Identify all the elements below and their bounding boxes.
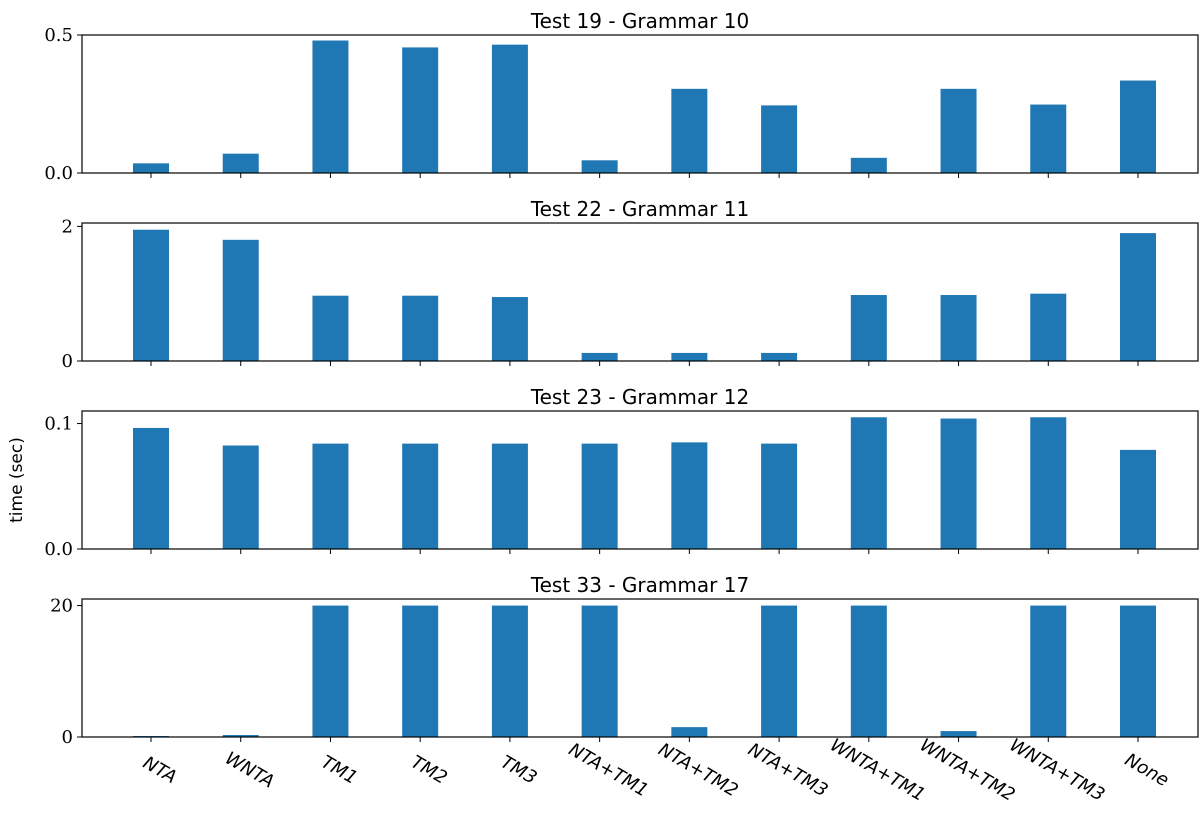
panel-2-bar-tm2: [402, 295, 439, 361]
panel-2-axes-frame: [81, 222, 1199, 362]
panel-3-bar-nta-plus-tm1: [581, 443, 618, 549]
panel-3-bar-tm2: [402, 443, 439, 549]
panel-4-bar-wnta-plus-tm3: [1030, 605, 1067, 737]
panel-2-bar-tm1: [312, 295, 349, 361]
panel-1-title: Test 19 - Grammar 10: [530, 9, 749, 33]
panel-2-bar-nta-plus-tm3: [761, 352, 798, 361]
panel-1-bar-tm2: [402, 47, 439, 173]
panel-3-axes-frame: [81, 410, 1199, 550]
xtick-label-tm1: TM1: [318, 752, 361, 789]
panel-2-bar-none: [1120, 233, 1156, 361]
panel-2-bar-nta-plus-tm2: [671, 352, 708, 361]
panel-3-bar-tm3: [491, 443, 528, 549]
panel-3-bar-nta-plus-tm3: [761, 443, 798, 549]
panel-4-bar-tm3: [491, 605, 528, 737]
xtick-label-nta-plus-tm1: NTA+TM1: [565, 739, 652, 801]
panel-3-ytick-label-2: 0.1: [44, 414, 73, 435]
xtick-label-none: None: [1121, 749, 1172, 791]
xtick-label-tm2: TM2: [407, 752, 450, 789]
xtick-label-wnta-plus-tm1: WNTA+TM1: [826, 735, 928, 806]
panel-2-bar-nta: [133, 229, 169, 361]
panel-3-bar-wnta: [222, 445, 259, 549]
panel-2-ytick-label-2: 2: [62, 216, 73, 237]
panel-3-bar-wnta-plus-tm1: [850, 417, 887, 549]
panel-1-bar-nta-plus-tm3: [761, 105, 798, 173]
panel-2-bar-wnta: [222, 239, 259, 361]
panel-3-bar-wnta-plus-tm3: [1030, 417, 1067, 549]
panel-4-bar-nta-plus-tm3: [761, 605, 798, 737]
panel-1-bar-tm3: [491, 44, 528, 173]
panel-1-bar-wnta-plus-tm2: [940, 88, 977, 173]
panel-2-bar-nta-plus-tm1: [581, 352, 618, 361]
xtick-label-wnta-plus-tm3: WNTA+TM3: [1006, 735, 1108, 806]
panel-3-bar-nta: [133, 427, 169, 549]
panel-2-ytick-label-1: 0: [62, 351, 73, 372]
panel-1-axes-frame: [81, 34, 1199, 174]
panel-2-bar-wnta-plus-tm2: [940, 295, 977, 361]
xtick-label-wnta-plus-tm2: WNTA+TM2: [916, 735, 1018, 806]
panel-4-bar-tm2: [402, 605, 439, 737]
xtick-label-tm3: TM3: [497, 752, 540, 789]
panel-1-bar-nta-plus-tm1: [581, 160, 618, 173]
panel-1-ytick-label-1: 0.0: [44, 163, 73, 184]
panel-4-title: Test 33 - Grammar 17: [530, 573, 749, 597]
panel-4-ytick-label-1: 0: [62, 727, 73, 748]
panel-4-bar-none: [1120, 605, 1156, 737]
panel-4-axes-frame: [81, 598, 1199, 738]
panel-2-bar-wnta-plus-tm3: [1030, 293, 1067, 361]
panel-4-bar-wnta-plus-tm2: [940, 731, 977, 737]
panel-3-bar-wnta-plus-tm2: [940, 418, 977, 549]
panel-4-bar-wnta: [222, 735, 259, 737]
panel-2-bar-tm3: [491, 297, 528, 361]
panel-1-bar-wnta-plus-tm3: [1030, 104, 1067, 173]
panel-1-bar-nta-plus-tm2: [671, 88, 708, 173]
panel-3-bar-nta-plus-tm2: [671, 442, 708, 549]
panel-1-bar-wnta-plus-tm1: [850, 157, 887, 173]
xtick-label-wnta: WNTA: [221, 748, 277, 793]
panel-2-bar-wnta-plus-tm1: [850, 295, 887, 361]
panel-3-ylabel: time (sec): [7, 437, 27, 523]
panel-2-title: Test 22 - Grammar 11: [530, 197, 749, 221]
panel-3-ytick-label-1: 0.0: [44, 539, 73, 560]
panel-4-bar-nta-plus-tm1: [581, 605, 618, 737]
panel-4-bar-wnta-plus-tm1: [850, 605, 887, 737]
panel-4-ytick-label-2: 20: [50, 596, 73, 617]
panel-4-bar-tm1: [312, 605, 349, 737]
panel-1-bar-nta: [133, 163, 169, 173]
xtick-label-nta-plus-tm3: NTA+TM3: [744, 739, 831, 801]
panel-3-title: Test 23 - Grammar 12: [530, 385, 749, 409]
panel-1-bar-wnta: [222, 153, 259, 173]
xtick-label-nta-plus-tm2: NTA+TM2: [655, 739, 742, 801]
xtick-label-nta: NTA: [139, 752, 180, 788]
panel-3-bar-none: [1120, 449, 1156, 549]
panel-1-bar-none: [1120, 80, 1156, 173]
panel-1-ytick-label-2: 0.5: [44, 25, 73, 46]
panel-1-bar-tm1: [312, 40, 349, 173]
panel-3-bar-tm1: [312, 443, 349, 549]
panel-4-bar-nta-plus-tm2: [671, 727, 708, 737]
